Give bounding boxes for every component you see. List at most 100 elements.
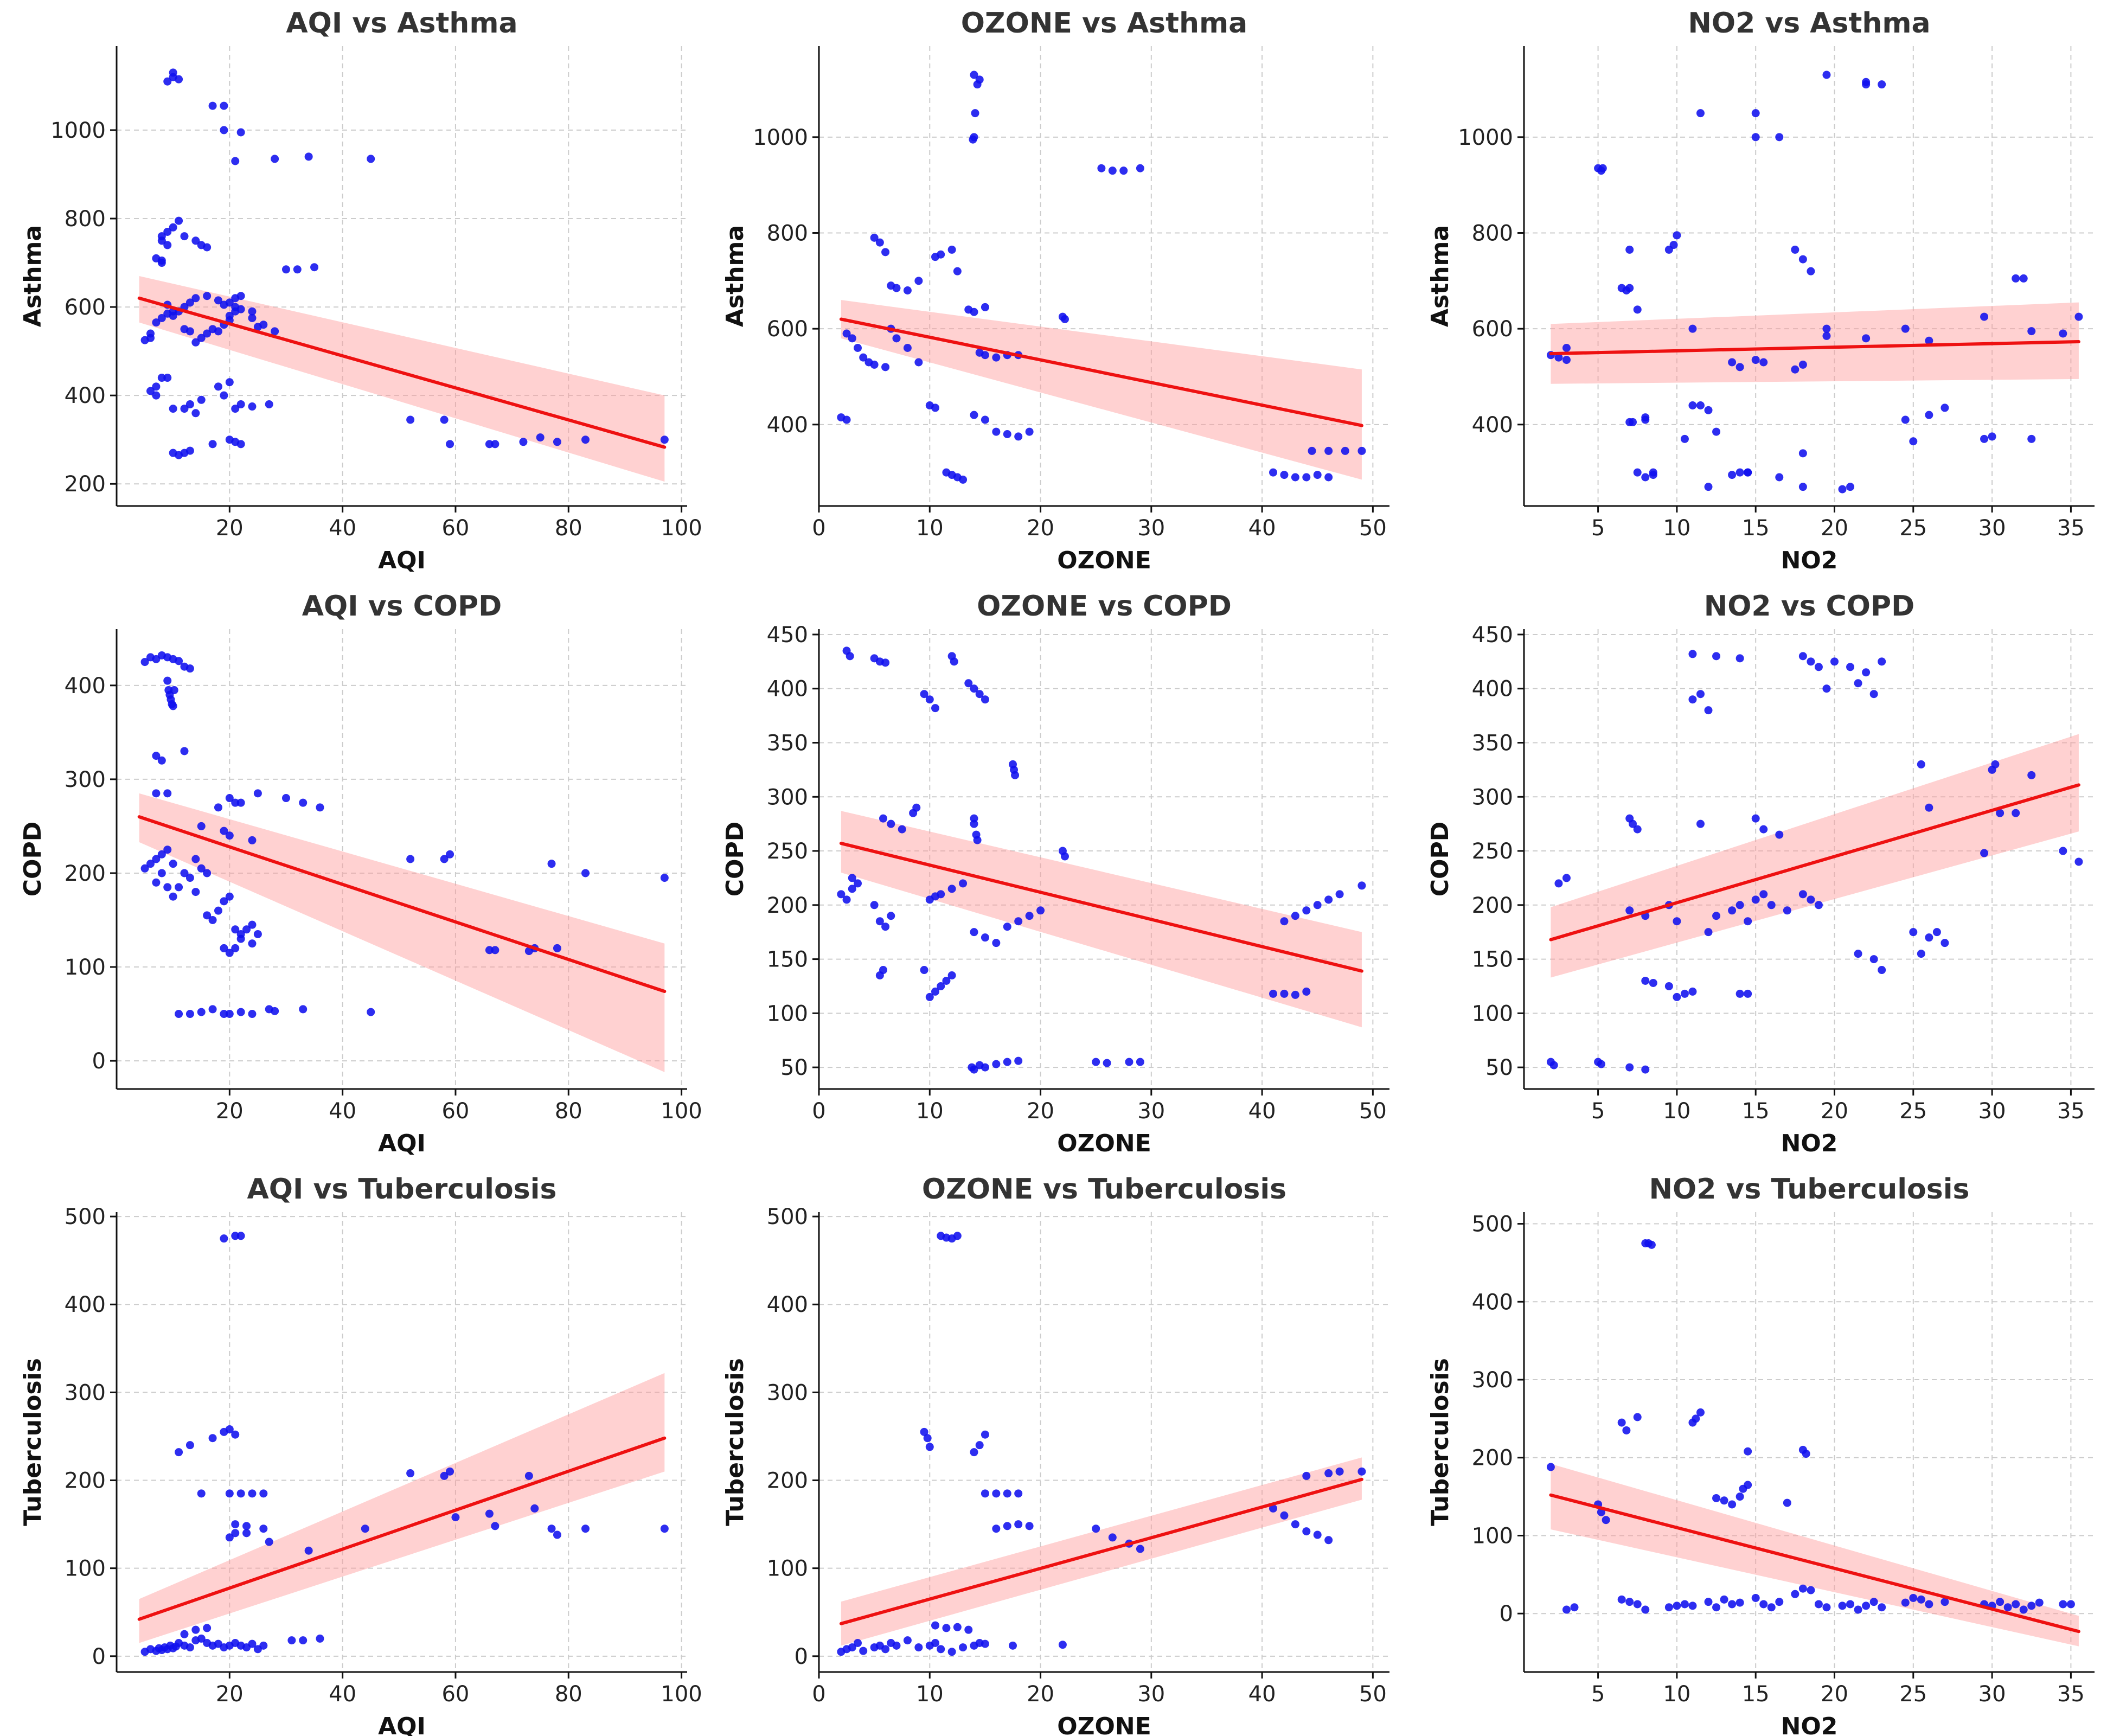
chart-ozone-vs-asthma: 0 10 20 30 40 50 400 600 800 1000 OZONE vs Asthma O… xyxy=(721,7,1389,574)
data-point xyxy=(446,1467,454,1476)
y-tick-label: 200 xyxy=(65,1469,106,1494)
data-point xyxy=(248,1639,257,1648)
data-point xyxy=(1302,987,1311,996)
data-point xyxy=(175,216,183,225)
data-point xyxy=(208,101,217,110)
data-point xyxy=(973,80,982,89)
data-point xyxy=(859,353,868,362)
data-point xyxy=(1767,901,1776,909)
data-point xyxy=(1003,1489,1011,1498)
data-point xyxy=(175,1010,183,1018)
no2-vs-copd-title: NO2 vs COPD xyxy=(1704,590,1915,623)
data-point xyxy=(971,109,979,118)
data-point xyxy=(1846,1600,1855,1609)
y-tick-label: 150 xyxy=(767,947,808,972)
y-tick-label: 300 xyxy=(1472,785,1513,810)
data-point xyxy=(1759,890,1768,899)
x-tick-label: 30 xyxy=(1978,516,2006,541)
data-point xyxy=(898,825,906,834)
data-point xyxy=(1625,1063,1634,1072)
data-point xyxy=(220,1234,228,1243)
data-point xyxy=(185,400,194,408)
data-point xyxy=(163,883,172,892)
y-tick-label: 600 xyxy=(767,317,808,342)
data-point xyxy=(1744,468,1752,477)
data-point xyxy=(1744,1481,1752,1489)
data-point xyxy=(259,1641,268,1650)
data-point xyxy=(981,415,989,424)
data-point xyxy=(992,427,1001,436)
x-tick-label: 80 xyxy=(555,516,582,541)
data-point xyxy=(1649,978,1657,987)
data-point xyxy=(837,890,846,899)
data-point xyxy=(236,400,245,408)
data-point xyxy=(1673,992,1681,1001)
data-point xyxy=(1324,1536,1333,1545)
data-point xyxy=(1775,473,1784,482)
data-point xyxy=(1003,1058,1011,1066)
data-point xyxy=(1673,1602,1681,1610)
data-point xyxy=(887,819,895,828)
x-tick-label: 5 xyxy=(1591,516,1605,541)
data-point xyxy=(1092,1058,1100,1066)
data-point xyxy=(1696,109,1705,118)
data-point xyxy=(892,1641,901,1650)
data-point xyxy=(1712,652,1721,661)
data-point xyxy=(1917,950,1925,958)
y-tick-label: 250 xyxy=(767,839,808,864)
data-point xyxy=(1357,1467,1366,1476)
data-point xyxy=(1688,650,1697,658)
data-point xyxy=(231,1232,240,1240)
data-point xyxy=(1696,690,1705,699)
x-tick-label: 5 xyxy=(1591,1682,1605,1707)
data-point xyxy=(231,1529,240,1538)
data-point xyxy=(1280,989,1289,998)
data-point xyxy=(1728,358,1737,367)
data-point xyxy=(992,939,1001,947)
y-tick-label: 100 xyxy=(65,955,106,980)
y-tick-label: 100 xyxy=(1472,1523,1513,1548)
data-point xyxy=(1767,1603,1776,1612)
data-point xyxy=(220,126,228,134)
data-point xyxy=(1341,446,1349,455)
data-point xyxy=(180,232,189,241)
data-point xyxy=(175,75,183,84)
data-point xyxy=(964,679,973,688)
y-tick-label: 350 xyxy=(1472,731,1513,756)
data-point xyxy=(981,351,989,360)
no2-vs-tuberculosis-title: NO2 vs Tuberculosis xyxy=(1649,1173,1970,1206)
data-point xyxy=(959,879,968,888)
data-point xyxy=(1925,336,1933,345)
y-tick-label: 1000 xyxy=(1458,125,1513,150)
data-point xyxy=(975,690,984,699)
data-point xyxy=(660,435,669,444)
regression-line xyxy=(839,317,1363,427)
data-point xyxy=(1901,1598,1910,1607)
data-point xyxy=(1720,1595,1728,1604)
data-point xyxy=(163,374,172,382)
data-point xyxy=(879,966,887,975)
data-point xyxy=(1688,324,1697,333)
data-point xyxy=(981,1063,989,1072)
data-point xyxy=(547,860,556,868)
data-point xyxy=(1313,901,1322,909)
x-tick-label: 20 xyxy=(1821,1682,1848,1707)
data-point xyxy=(1869,1598,1878,1606)
data-point xyxy=(440,415,449,424)
data-point xyxy=(881,923,890,931)
data-point xyxy=(937,890,945,899)
data-point xyxy=(1846,663,1855,671)
data-point xyxy=(1664,982,1673,990)
data-point xyxy=(170,686,178,694)
x-tick-label: 25 xyxy=(1899,1682,1927,1707)
data-point xyxy=(912,803,921,812)
y-tick-label: 0 xyxy=(92,1644,106,1669)
data-point xyxy=(925,695,934,704)
data-point xyxy=(1941,1598,1949,1606)
x-tick-label: 60 xyxy=(441,516,469,541)
y-axis-label: COPD xyxy=(721,822,749,896)
data-point xyxy=(1014,1056,1023,1065)
data-point xyxy=(1011,771,1020,779)
y-tick-label: 1000 xyxy=(753,125,808,150)
x-axis-label: NO2 xyxy=(1781,1130,1838,1157)
